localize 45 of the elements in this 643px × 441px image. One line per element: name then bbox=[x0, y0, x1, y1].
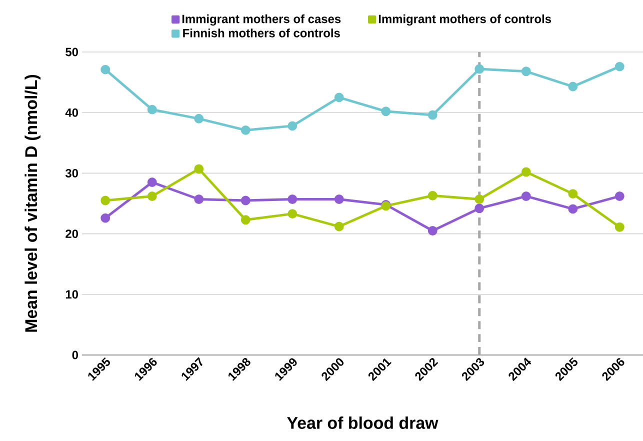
point bbox=[100, 64, 110, 74]
point bbox=[334, 222, 344, 232]
y-tick-label: 0 bbox=[72, 350, 78, 360]
point bbox=[428, 190, 438, 200]
point bbox=[568, 204, 578, 214]
point bbox=[100, 196, 110, 206]
point bbox=[568, 189, 578, 199]
point bbox=[614, 191, 624, 201]
y-tick-label: 10 bbox=[66, 290, 78, 299]
point bbox=[194, 164, 204, 174]
point bbox=[100, 213, 110, 223]
point bbox=[334, 92, 344, 102]
point bbox=[521, 167, 531, 177]
point bbox=[334, 194, 344, 204]
y-axis-title: Mean level of vitamin D (nmol/L) bbox=[24, 74, 40, 332]
legend-label: Immigrant mothers of controls bbox=[378, 14, 552, 26]
point bbox=[381, 106, 391, 116]
point bbox=[521, 66, 531, 76]
point bbox=[240, 196, 250, 206]
point bbox=[288, 121, 298, 131]
y-tick-label: 20 bbox=[66, 230, 78, 238]
point bbox=[240, 125, 250, 135]
point bbox=[474, 194, 484, 204]
legend-label: Immigrant mothers of cases bbox=[182, 14, 341, 26]
point bbox=[474, 64, 484, 74]
legend-label: Finnish mothers of controls bbox=[183, 28, 340, 38]
point bbox=[428, 110, 438, 120]
point bbox=[614, 222, 624, 232]
point bbox=[614, 62, 624, 72]
point bbox=[240, 215, 250, 225]
point bbox=[147, 104, 157, 114]
point bbox=[474, 204, 484, 214]
y-tick-label: 40 bbox=[65, 108, 78, 117]
point bbox=[568, 82, 578, 92]
y-tick-label: 30 bbox=[65, 168, 78, 178]
point bbox=[194, 114, 204, 124]
point bbox=[194, 194, 204, 204]
point bbox=[428, 226, 438, 236]
point bbox=[147, 178, 157, 188]
point bbox=[288, 209, 298, 219]
point bbox=[147, 191, 157, 201]
x-axis-title: Year of blood draw bbox=[287, 416, 438, 429]
point bbox=[521, 191, 531, 201]
y-tick-label: 50 bbox=[66, 48, 78, 56]
point bbox=[288, 194, 298, 204]
